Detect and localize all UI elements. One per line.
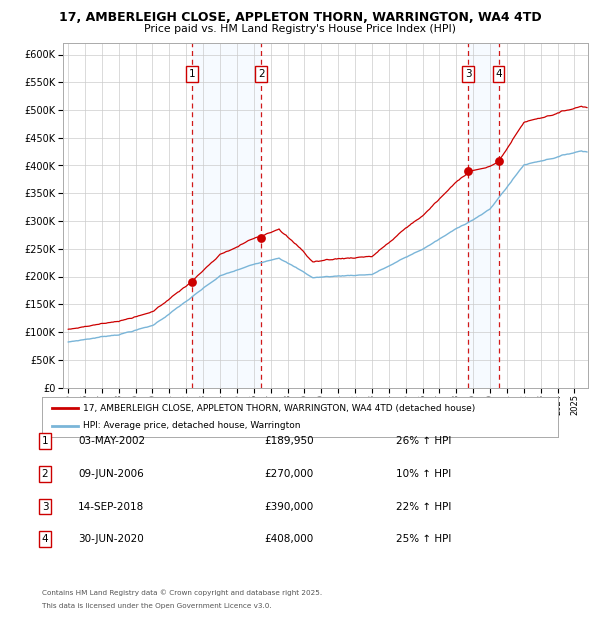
Text: 4: 4 <box>41 534 49 544</box>
Text: Contains HM Land Registry data © Crown copyright and database right 2025.: Contains HM Land Registry data © Crown c… <box>42 590 322 596</box>
Text: 3: 3 <box>465 69 472 79</box>
Point <box>464 166 473 176</box>
Text: 2: 2 <box>41 469 49 479</box>
Text: 03-MAY-2002: 03-MAY-2002 <box>78 436 145 446</box>
Text: 1: 1 <box>41 436 49 446</box>
Text: 26% ↑ HPI: 26% ↑ HPI <box>396 436 451 446</box>
Bar <box>469 43 499 388</box>
Point <box>494 156 503 166</box>
Text: 1: 1 <box>188 69 195 79</box>
Text: 10% ↑ HPI: 10% ↑ HPI <box>396 469 451 479</box>
Text: 22% ↑ HPI: 22% ↑ HPI <box>396 502 451 512</box>
Text: 17, AMBERLEIGH CLOSE, APPLETON THORN, WARRINGTON, WA4 4TD: 17, AMBERLEIGH CLOSE, APPLETON THORN, WA… <box>59 11 541 24</box>
Text: £408,000: £408,000 <box>264 534 313 544</box>
Text: 17, AMBERLEIGH CLOSE, APPLETON THORN, WARRINGTON, WA4 4TD (detached house): 17, AMBERLEIGH CLOSE, APPLETON THORN, WA… <box>83 404 476 412</box>
Text: Price paid vs. HM Land Registry's House Price Index (HPI): Price paid vs. HM Land Registry's House … <box>144 24 456 33</box>
Text: 14-SEP-2018: 14-SEP-2018 <box>78 502 144 512</box>
Text: 25% ↑ HPI: 25% ↑ HPI <box>396 534 451 544</box>
Text: 30-JUN-2020: 30-JUN-2020 <box>78 534 144 544</box>
Text: This data is licensed under the Open Government Licence v3.0.: This data is licensed under the Open Gov… <box>42 603 272 609</box>
Text: £390,000: £390,000 <box>264 502 313 512</box>
Text: 2: 2 <box>258 69 265 79</box>
Text: 09-JUN-2006: 09-JUN-2006 <box>78 469 144 479</box>
Text: 4: 4 <box>495 69 502 79</box>
Point <box>187 277 197 287</box>
Text: £189,950: £189,950 <box>264 436 314 446</box>
Text: £270,000: £270,000 <box>264 469 313 479</box>
Point <box>256 232 266 242</box>
Text: 3: 3 <box>41 502 49 512</box>
Bar <box>192 43 261 388</box>
Text: HPI: Average price, detached house, Warrington: HPI: Average price, detached house, Warr… <box>83 422 301 430</box>
